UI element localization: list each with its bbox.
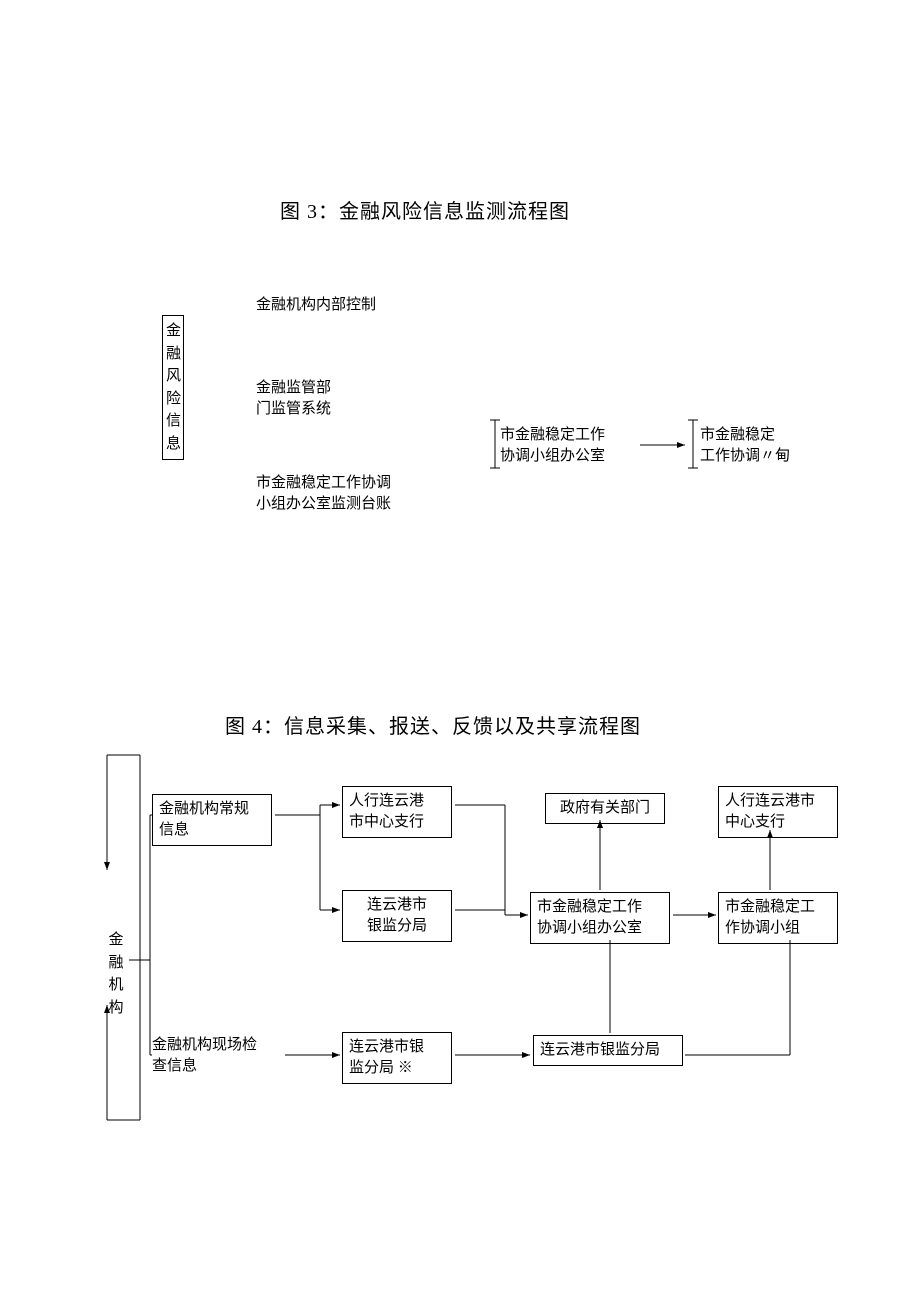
fig3-title: 图 3：金融风险信息监测流程图 — [280, 195, 570, 224]
fig4-node-gov-dept: 政府有关部门 — [545, 793, 665, 824]
fig4-title: 图 4：信息采集、报送、反馈以及共享流程图 — [225, 710, 641, 739]
fig4-node-stability-office: 市金融稳定工作 协调小组办公室 — [530, 892, 670, 944]
fig3-node-internal-control: 金融机构内部控制 — [256, 295, 436, 316]
fig3-node-coord-group: 市金融稳定 工作协调〃甸 — [700, 425, 830, 467]
fig4-node-pbc-branch-2: 人行连云港市 中心支行 — [718, 786, 838, 838]
fig4-node-stability-group: 市金融稳定工 作协调小组 — [718, 892, 838, 944]
fig3-vertical-label: 金 融 风 险 信 息 — [162, 315, 184, 460]
fig3-node-regulatory-system: 金融监管部 门监管系统 — [256, 378, 376, 420]
fig4-node-cbrc-branch-3: 连云港市银监分局 — [533, 1035, 683, 1066]
fig3-node-coord-office: 市金融稳定工作 协调小组办公室 — [500, 425, 640, 467]
fig4-node-pbc-branch: 人行连云港 市中心支行 — [342, 786, 452, 838]
fig4-node-onsite-info: 金融机构现场检 查信息 — [152, 1035, 282, 1077]
fig3-overlay — [0, 0, 920, 620]
fig4-node-routine-info: 金融机构常规 信息 — [152, 794, 272, 846]
fig3-node-monitoring-ledger: 市金融稳定工作协调 小组办公室监测台账 — [256, 473, 436, 515]
fig4-vertical-label: 金 融 机 构 — [105, 925, 127, 1023]
fig4-node-cbrc-branch-2: 连云港市银 监分局 ※ — [342, 1032, 452, 1084]
fig4-node-cbrc-branch: 连云港市 银监分局 — [342, 890, 452, 942]
